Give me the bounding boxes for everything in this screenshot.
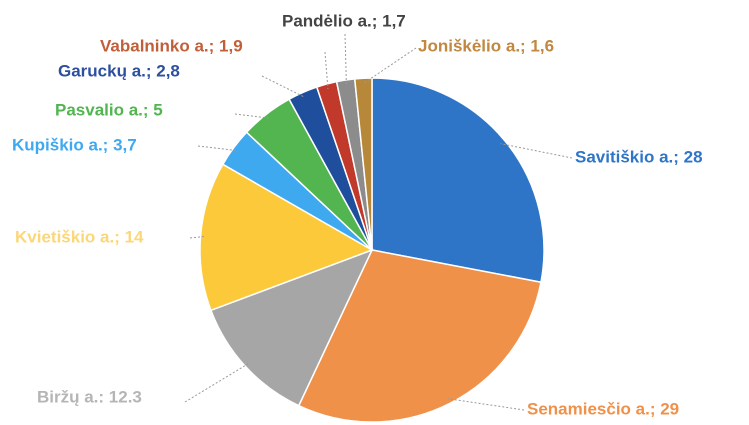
leader-line: [500, 143, 573, 159]
leader-line: [261, 75, 306, 98]
leader-line: [189, 235, 206, 239]
data-label: Senamiesčio a.; 29: [527, 399, 679, 418]
data-label: Savitiškio a.; 28: [575, 147, 703, 166]
data-label: Kvietiškio a.; 14: [15, 227, 144, 246]
pie-slice: [209, 248, 374, 407]
data-label: Joniškėlio a.; 1,6: [418, 36, 554, 55]
leader-line: [363, 47, 417, 84]
data-label: Pandėlio a.; 1,7: [282, 11, 406, 30]
data-label: Pasvalio a.; 5: [55, 100, 163, 119]
pie-slice: [199, 163, 374, 312]
data-label: Garuckų a.; 2,8: [58, 61, 180, 80]
data-label: Kupiškio a.; 3,7: [12, 135, 137, 154]
pie-slice: [297, 249, 542, 423]
data-label: Biržų a.: 12.3: [37, 387, 142, 406]
leader-line: [197, 145, 239, 152]
pie-slice: [371, 77, 545, 284]
leader-line: [344, 33, 347, 86]
leader-line: [234, 113, 270, 119]
leader-line: [447, 398, 525, 411]
data-label: Vabalninko a.; 1,9: [100, 36, 243, 55]
leader-line: [184, 362, 250, 403]
